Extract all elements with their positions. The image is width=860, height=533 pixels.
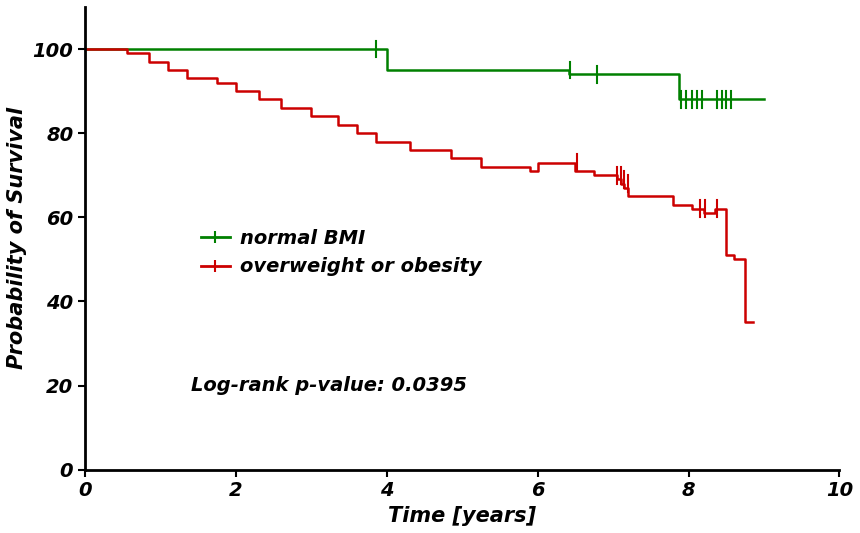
Legend: normal BMI, overweight or obesity: normal BMI, overweight or obesity: [193, 221, 489, 284]
X-axis label: Time [years]: Time [years]: [389, 506, 537, 526]
Y-axis label: Probability of Survival: Probability of Survival: [7, 107, 27, 369]
Text: Log-rank p-value: 0.0395: Log-rank p-value: 0.0395: [191, 376, 467, 395]
